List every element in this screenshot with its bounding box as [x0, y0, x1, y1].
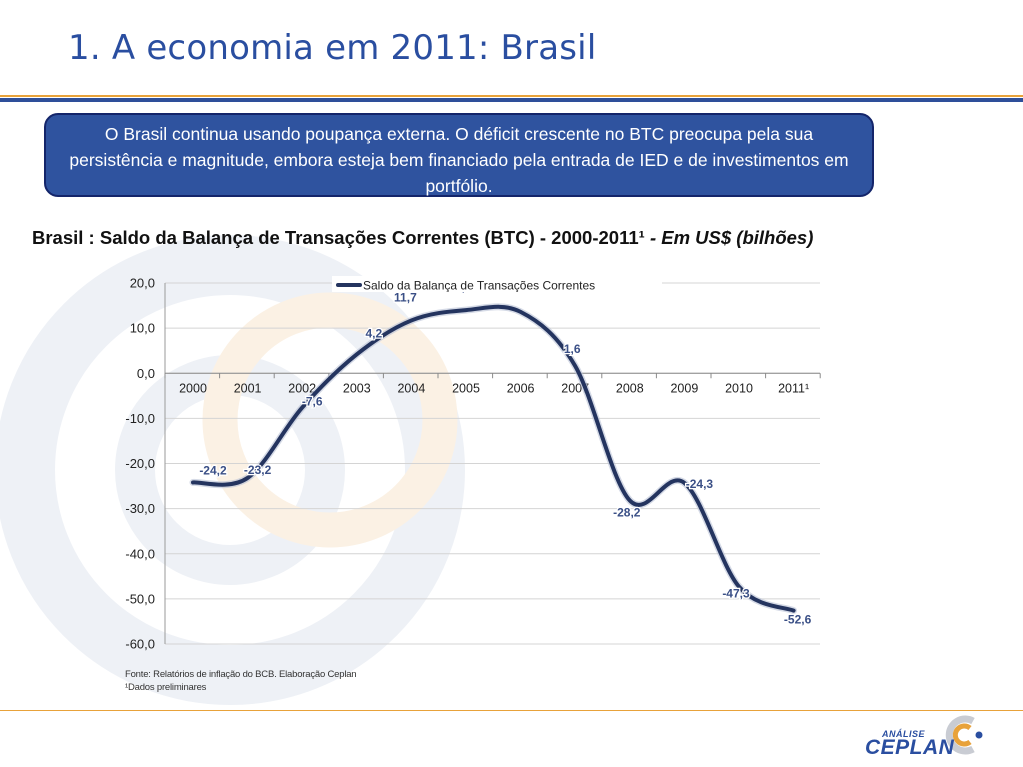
x-tick-label: 2004: [397, 381, 425, 395]
logo-top-text: ANÁLISE: [882, 729, 926, 739]
legend-background: [332, 276, 662, 292]
data-label: 11,7: [394, 290, 417, 304]
axes: 20,0 10,0 0,0 -10,0 -20,0 -30,0 -40,0 -50,0 -60,…: [125, 276, 821, 652]
data-label: -24,2: [199, 463, 227, 477]
chart-heading-text: Brasil : Saldo da Balança de Transações …: [32, 227, 650, 248]
data-label: -23,2: [244, 463, 272, 477]
y-tick-label: 20,0: [130, 276, 155, 291]
x-tick-label: 2006: [507, 381, 535, 395]
series-line: [191, 304, 796, 613]
series-line-group: [189, 303, 798, 615]
y-tick-label: -50,0: [125, 591, 155, 606]
series-line-shadow: [189, 303, 798, 615]
data-label: -7,6: [302, 395, 323, 409]
data-label: 4,2: [365, 326, 382, 340]
y-tick-label: -20,0: [125, 456, 155, 471]
legend-label: Saldo da Balança de Transações Correntes: [363, 279, 595, 293]
ceplan-logo: ANÁLISE CEPLAN: [860, 712, 990, 764]
footnote-line: ¹Dados preliminares: [125, 682, 207, 693]
y-tick-label: -30,0: [125, 501, 155, 516]
x-tick-label: 2001: [234, 381, 262, 395]
x-tick-label: 2002: [288, 381, 316, 395]
chart-heading: Brasil : Saldo da Balança de Transações …: [32, 224, 952, 251]
x-tick-label: 2003: [343, 381, 371, 395]
x-tick-label: 2000: [179, 381, 207, 395]
data-label: -28,2: [613, 506, 641, 520]
page-title: 1. A economia em 2011: Brasil: [68, 28, 597, 68]
logo-mark-icon: [945, 715, 983, 755]
header-divider: [0, 95, 1023, 102]
x-tick-label: 2008: [616, 381, 644, 395]
x-tick-label: 2009: [670, 381, 698, 395]
y-tick-label: -10,0: [125, 411, 155, 426]
chart-heading-unit: - Em US$ (bilhões): [649, 227, 814, 248]
data-label: -47,3: [722, 587, 750, 601]
data-label: -52,6: [784, 613, 812, 627]
x-tick-label: 2005: [452, 381, 480, 395]
data-labels: -24,2-23,2-7,64,211,714,013,61,6-28,2-24…: [198, 275, 813, 628]
y-tick-label: -40,0: [125, 546, 155, 561]
logo-main-text: CEPLAN: [865, 736, 955, 759]
legend: Saldo da Balança de Transações Correntes: [332, 276, 662, 293]
y-tick-label: -60,0: [125, 637, 155, 652]
x-tick-label: 2011¹: [778, 381, 809, 395]
source-line: Fonte: Relatórios de inflação do BCB. El…: [125, 669, 357, 680]
footer-divider: [0, 710, 1023, 711]
y-tick-label: 0,0: [137, 366, 155, 381]
y-tick-label: 10,0: [130, 321, 155, 336]
data-label: 1,6: [564, 342, 581, 356]
data-label: -24,3: [686, 477, 714, 491]
callout-box: O Brasil continua usando poupança extern…: [44, 113, 874, 197]
x-tick-label: 2010: [725, 381, 753, 395]
source-note: Fonte: Relatórios de inflação do BCB. El…: [125, 668, 357, 694]
